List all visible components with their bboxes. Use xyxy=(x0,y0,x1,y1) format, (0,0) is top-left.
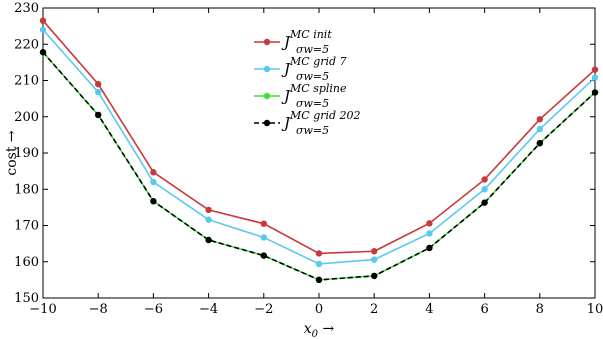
legend-label-sub: σw=5 xyxy=(296,43,329,56)
data-point xyxy=(371,248,378,255)
data-point xyxy=(39,17,47,24)
legend-label: JMC grid 202 xyxy=(281,109,361,132)
x-tick-label: 10 xyxy=(587,302,603,317)
x-tick-label: 2 xyxy=(370,302,378,317)
x-tick-label: −6 xyxy=(144,302,163,317)
data-point xyxy=(315,250,323,257)
data-point xyxy=(150,178,157,186)
data-point xyxy=(205,216,212,223)
data-point xyxy=(315,260,323,268)
data-point xyxy=(150,169,157,176)
x-tick-label: −2 xyxy=(254,302,273,317)
legend-item: JMC grid 7σw=5 xyxy=(254,55,347,83)
data-point xyxy=(150,198,157,205)
x-tick-label: 8 xyxy=(536,302,544,317)
x-tick-label: 4 xyxy=(425,302,433,317)
data-point xyxy=(371,272,378,280)
data-point xyxy=(426,244,433,252)
data-point xyxy=(95,111,102,119)
legend-label-sup: MC grid 7 xyxy=(289,55,347,68)
y-tick-label: 160 xyxy=(14,255,39,270)
series-4 xyxy=(39,49,599,284)
x-axis-title: x0 → xyxy=(304,321,335,339)
axis-ticks: −10 −8 −6 −4 −2 0 2 4 6 8 10 150 160 170 180 190 200 210 2… xyxy=(14,1,603,317)
y-axis-title: cost → xyxy=(4,130,20,176)
data-point xyxy=(371,256,378,263)
legend-label-sub: σw=5 xyxy=(296,70,329,83)
data-point xyxy=(426,230,433,237)
y-tick-label: 170 xyxy=(14,219,39,234)
legend-label-sub: σw=5 xyxy=(296,124,329,137)
series-1 xyxy=(39,17,599,257)
legend-label-sup: MC init xyxy=(289,28,332,41)
y-tick-label: 180 xyxy=(14,182,39,197)
y-tick-label: 150 xyxy=(14,291,39,306)
data-point xyxy=(481,176,488,183)
data-point xyxy=(536,140,543,147)
data-point xyxy=(536,116,543,123)
data-point xyxy=(205,206,212,214)
data-point xyxy=(260,234,267,241)
legend-marker xyxy=(263,65,271,73)
data-point xyxy=(591,66,599,73)
x-tick-label: −10 xyxy=(29,302,56,317)
x-axis-title-arrow: → xyxy=(318,321,334,337)
data-point xyxy=(205,236,212,244)
x-tick-label: −4 xyxy=(199,302,218,317)
x-tick-label: −8 xyxy=(89,302,108,317)
legend-marker xyxy=(263,92,271,100)
series-layer xyxy=(39,17,599,284)
legend-marker xyxy=(263,119,271,127)
legend-label: JMC grid 7 xyxy=(281,55,347,78)
y-tick-label: 210 xyxy=(14,74,39,89)
x-tick-label: 6 xyxy=(480,302,488,317)
legend-marker xyxy=(263,38,271,46)
series-2 xyxy=(39,26,599,268)
data-point xyxy=(591,74,599,81)
data-point xyxy=(39,26,47,33)
y-tick-label: 200 xyxy=(14,110,39,125)
y-tick-label: 230 xyxy=(14,1,39,16)
data-point xyxy=(481,186,488,193)
y-tick-label: 220 xyxy=(14,37,39,52)
data-point xyxy=(95,88,102,96)
legend-label-sup: MC spline xyxy=(289,82,347,95)
legend-label: JMC spline xyxy=(281,82,347,105)
data-point xyxy=(426,220,433,227)
x-axis-title-sub: 0 xyxy=(312,329,319,339)
data-point xyxy=(39,49,47,56)
data-point xyxy=(481,199,488,206)
data-point xyxy=(95,80,102,88)
legend-label-sub: σw=5 xyxy=(296,97,329,110)
x-tick-label: 0 xyxy=(315,302,323,317)
data-point xyxy=(536,125,543,133)
legend-label: JMC init xyxy=(281,28,332,51)
data-point xyxy=(315,276,323,284)
data-point xyxy=(260,252,267,259)
x-axis-title-var: x xyxy=(304,321,312,337)
legend-label-sup: MC grid 202 xyxy=(289,109,361,122)
y-tick-label: 190 xyxy=(14,146,39,161)
data-point xyxy=(260,220,267,227)
data-point xyxy=(591,89,599,96)
